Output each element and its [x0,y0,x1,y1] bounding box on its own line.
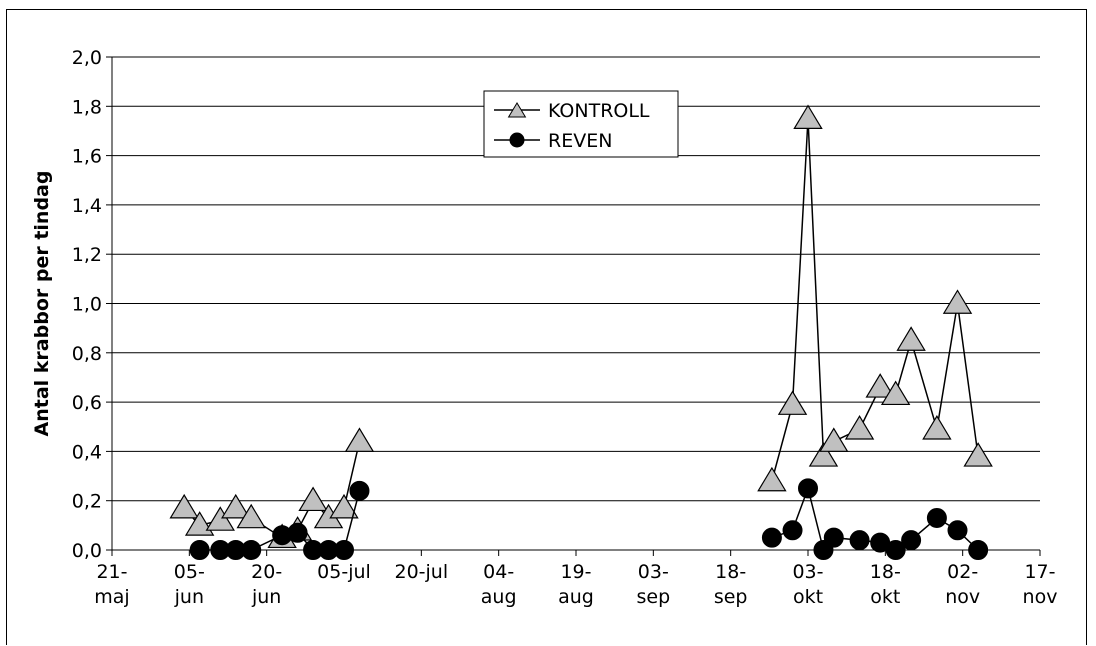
axes: 0,0 0,2 0,4 0,6 0,8 1,0 1,2 1,4 1,6 1,8 2,0 21- maj 0… [72,47,1058,608]
data-point-circle [849,530,870,551]
data-point-circle [947,520,968,541]
data-point-triangle [777,390,808,415]
data-point-circle [798,478,818,499]
x-tick-label-line2: sep [714,586,748,608]
data-point-circle [968,540,989,560]
x-tick-label: 18- [870,561,901,583]
x-tick-label-line2: nov [945,586,980,608]
y-tick-label: 1,0 [72,294,102,316]
legend-label: REVEN [548,130,612,152]
y-tick-label: 0,4 [72,441,102,463]
data-point-triangle [344,427,375,452]
legend-marker-triangle [507,102,527,118]
data-point-triangle [329,493,359,519]
x-tick-label-line2: aug [481,586,517,608]
data-point-circle [782,520,803,541]
x-tick-label: 05- [174,561,205,583]
data-point-triangle [942,289,973,314]
data-point-triangle [205,506,235,531]
data-point-triangle [819,427,849,452]
y-tick-label: 2,0 [72,47,102,69]
data-point-circle [349,480,370,501]
data-point-triangle [169,493,199,519]
y-tick-label: 0,0 [72,540,102,562]
y-tick-label: 0,2 [72,491,102,513]
x-tick-label: 21- [96,561,127,583]
y-tick-label: 1,2 [72,244,102,266]
y-tick-label: 0,8 [72,343,102,365]
x-tick-label: 20-jul [395,561,449,583]
x-tick-label: 03- [638,561,669,583]
data-point-triangle [896,326,926,351]
y-tick-label: 1,8 [72,96,102,118]
x-tick-label: 04- [483,561,514,583]
data-point-triangle [922,415,952,440]
x-tick-label-line2: sep [637,586,671,608]
x-tick-label: 03- [792,561,823,583]
x-tick-label: 02- [947,561,978,583]
data-point-circle [885,540,906,560]
x-tick-label: 05-jul [317,561,371,583]
data-point-circle [287,522,308,543]
x-tick-label: 17- [1024,561,1055,583]
data-point-circle [761,527,782,548]
data-point-triangle [844,415,875,440]
x-tick-label-line2: okt [870,586,900,608]
x-tick-label-line2: maj [94,586,129,608]
y-tick-label: 1,4 [72,195,102,217]
x-tick-label: 18- [715,561,746,583]
data-point-triangle [963,442,993,467]
series-kontroll [169,104,993,549]
x-tick-label-line2: okt [793,586,823,608]
data-point-triangle [880,380,911,406]
data-point-circle [334,540,354,560]
x-tick-label-line2: aug [558,586,594,608]
series-layer [169,104,993,560]
data-point-circle [189,540,210,560]
legend-marker-circle [509,132,525,148]
x-tick-label: 19- [560,561,591,583]
data-point-triangle [793,104,823,129]
x-tick-label-line2: nov [1023,586,1058,608]
x-tick-label-line2: jun [251,586,281,608]
legend-label: KONTROLL [548,100,650,122]
data-point-triangle [236,503,266,529]
data-point-triangle [298,486,328,512]
y-axis-label: Antal krabbor per tindag [31,171,53,437]
x-tick-label: 20- [251,561,282,583]
y-tick-label: 0,6 [72,392,102,414]
data-point-circle [823,527,844,548]
y-tick-label: 1,6 [72,146,102,168]
data-point-circle [241,540,262,560]
data-point-triangle [808,442,839,467]
data-point-triangle [865,373,895,398]
data-point-triangle [221,493,251,519]
legend-items: KONTROLL REVEN [494,100,650,152]
x-tick-label-line2: jun [174,586,204,608]
series-line-kontroll [771,118,979,482]
series-reven [189,478,989,560]
data-point-circle [926,507,947,528]
data-point-triangle [757,466,787,492]
legend: KONTROLL REVEN [483,90,679,158]
data-point-circle [901,530,922,551]
